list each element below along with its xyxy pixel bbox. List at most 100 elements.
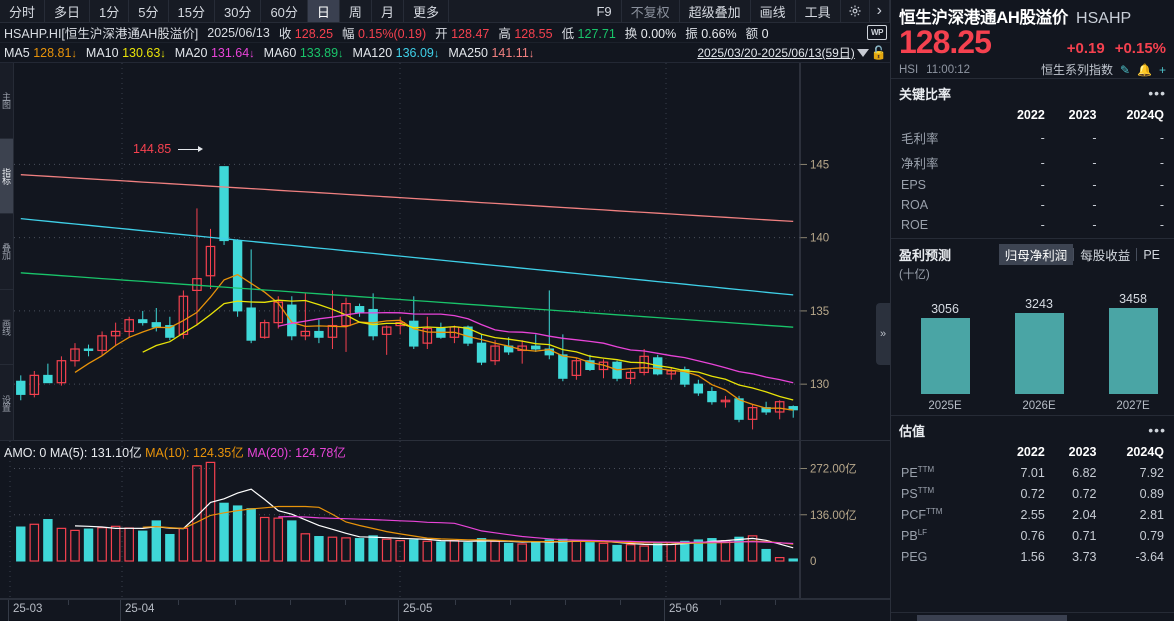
valuation-more-button[interactable]: ••• bbox=[1148, 422, 1166, 439]
period-tab-6[interactable]: 60分 bbox=[261, 0, 308, 22]
bell-icon[interactable]: 🔔 bbox=[1137, 62, 1152, 77]
collapse-panel-handle[interactable]: » bbox=[876, 303, 890, 365]
forecast-category-0: 2025E bbox=[928, 400, 962, 412]
key-ratios-cell-2-1: - bbox=[1092, 178, 1097, 192]
valuation-table: 2022 2023 2024Q PETTM 7.01 6.82 7.92 PSTTM 0.72 0… bbox=[899, 443, 1166, 567]
key-ratios-cell-1-0: - bbox=[1040, 155, 1045, 170]
volume-chart-panel[interactable]: AMO: 0 MA(5): 131.10亿 MA(10): 124.35亿 MA… bbox=[0, 441, 890, 599]
candlestick-plot: 130 135 140 145 bbox=[9, 63, 829, 440]
x-tick-1 bbox=[120, 600, 121, 621]
plus-icon[interactable]: + bbox=[1158, 62, 1166, 77]
gear-icon[interactable] bbox=[841, 0, 870, 22]
forecast-bar-2 bbox=[1109, 308, 1158, 394]
svg-text:140: 140 bbox=[810, 233, 829, 245]
key-ratios-table: 2022 2023 2024Q 毛利率 - - - 净利率 - - - EPS - - - ROA - - - ROE… bbox=[899, 106, 1166, 235]
volume-amo: AMO: 0 bbox=[4, 446, 47, 460]
x-axis-label-3: 25-06 bbox=[669, 603, 699, 615]
security-header: 恒生沪深港通AH股溢价 HSAHP 128.25 +0.19 +0.15% HS… bbox=[891, 0, 1174, 78]
key-ratios-row-label-1: 净利率 bbox=[901, 157, 939, 171]
wp-badge[interactable]: WP bbox=[867, 25, 887, 40]
period-tab-2[interactable]: 1分 bbox=[90, 0, 130, 22]
high-annotation-arrowhead bbox=[198, 146, 203, 152]
valuation-cell-0-0: 7.01 bbox=[1020, 465, 1045, 480]
x-axis: 25-03 25-04 25-05 25-06 bbox=[0, 599, 890, 621]
forecast-bar-1 bbox=[1015, 313, 1064, 394]
price-change-pct: +0.15% bbox=[1114, 40, 1166, 57]
table-row: PEG 1.56 3.73 -3.64 bbox=[899, 547, 1166, 567]
volume-ma10: MA(10): 124.35亿 bbox=[145, 446, 244, 460]
profit-forecast-tab-2[interactable]: PE bbox=[1143, 247, 1160, 262]
expand-toolbar-button[interactable]: › bbox=[870, 0, 890, 22]
key-ratios-cell-1-2: - bbox=[1159, 155, 1164, 170]
key-ratios-row-label-0: 毛利率 bbox=[901, 132, 939, 146]
chevron-down-icon[interactable] bbox=[856, 48, 869, 57]
period-tab-0[interactable]: 分时 bbox=[0, 0, 46, 22]
period-tab-8[interactable]: 周 bbox=[340, 0, 372, 22]
pencil-icon[interactable]: ✎ bbox=[1119, 62, 1131, 77]
valuation-cell-3-0: 0.76 bbox=[1020, 529, 1045, 544]
quote-field-2: 开 128.47 bbox=[435, 27, 490, 41]
sidebar-bottom-scrollbar[interactable] bbox=[891, 612, 1174, 621]
date-range-selector[interactable]: 2025/03/20-2025/06/13(59日) 🔓 bbox=[697, 44, 890, 61]
period-tab-10[interactable]: 更多 bbox=[404, 0, 449, 22]
valuation-col-label bbox=[899, 443, 995, 462]
key-ratios-cell-0-1: - bbox=[1092, 130, 1097, 145]
quote-field-7: 额 0 bbox=[745, 27, 769, 41]
profit-forecast-tab-0[interactable]: 归母净利润 bbox=[998, 244, 1074, 265]
toolbar-item-1[interactable]: 不复权 bbox=[622, 0, 680, 22]
x-tick-2 bbox=[398, 600, 399, 621]
lock-icon[interactable]: 🔓 bbox=[870, 44, 887, 60]
toolbar-item-3[interactable]: 画线 bbox=[751, 0, 796, 22]
svg-text:0: 0 bbox=[810, 556, 816, 568]
volume-ma20: MA(20): 124.78亿 bbox=[247, 446, 346, 460]
profit-forecast-tab-1[interactable]: 每股收益 bbox=[1080, 249, 1131, 263]
toolbar-item-2[interactable]: 超级叠加 bbox=[680, 0, 751, 22]
chart-tab-3[interactable]: 画线 bbox=[0, 290, 13, 366]
toolbar-item-0[interactable]: F9 bbox=[587, 0, 622, 22]
x-minor-tick-4 bbox=[345, 600, 346, 605]
key-ratios-col-0: 2022 bbox=[1016, 108, 1045, 122]
chart-side-tabs: 主图 指标 叠加 画线 设置 bbox=[0, 63, 14, 441]
valuation-cell-3-1: 0.71 bbox=[1072, 529, 1097, 544]
key-ratios-cell-0-2: - bbox=[1159, 130, 1164, 145]
chart-tab-1[interactable]: 指标 bbox=[0, 138, 13, 215]
chart-tab-4[interactable]: 设置 bbox=[0, 365, 13, 441]
date-range-label[interactable]: 2025/03/20-2025/06/13(59日) bbox=[697, 46, 855, 60]
table-row: ROE - - - bbox=[899, 215, 1166, 235]
moving-average-bar: MA5 128.81↓ MA10 130.63↓ MA20 131.64↓ MA60 … bbox=[0, 43, 890, 63]
valuation-cell-0-1: 6.82 bbox=[1072, 465, 1097, 480]
period-tab-3[interactable]: 5分 bbox=[129, 0, 169, 22]
quote-date: 2025/06/13 bbox=[207, 25, 270, 40]
period-tab-7[interactable]: 日 bbox=[307, 0, 340, 22]
high-annotation-arrow bbox=[178, 149, 200, 150]
table-row: ROA - - - bbox=[899, 195, 1166, 215]
profit-forecast-chart: 3056 2025E 3243 2026E 3458 2027E bbox=[899, 284, 1166, 412]
forecast-value-0: 3056 bbox=[931, 302, 959, 316]
forecast-bar-0 bbox=[921, 318, 970, 394]
valuation-cell-2-1: 2.04 bbox=[1072, 507, 1097, 522]
quote-field-6: 振 0.66% bbox=[685, 27, 737, 41]
period-tab-5[interactable]: 30分 bbox=[215, 0, 262, 22]
key-ratios-cell-4-2: - bbox=[1159, 218, 1164, 232]
profit-forecast-title: 盈利预测 bbox=[899, 248, 952, 263]
period-tab-9[interactable]: 月 bbox=[372, 0, 404, 22]
volume-header: AMO: 0 MA(5): 131.10亿 MA(10): 124.35亿 MA… bbox=[4, 442, 346, 461]
chart-tab-0[interactable]: 主图 bbox=[0, 63, 13, 139]
quote-field-4: 低 127.71 bbox=[561, 27, 616, 41]
valuation-cell-0-2: 7.92 bbox=[1139, 465, 1164, 480]
scrollbar-thumb[interactable] bbox=[917, 615, 1067, 621]
toolbar-item-4[interactable]: 工具 bbox=[796, 0, 841, 22]
ma-indicator-ma5: MA5 128.81↓ bbox=[4, 45, 77, 60]
period-tab-1[interactable]: 多日 bbox=[45, 0, 91, 22]
series-label: 恒生系列指数 bbox=[1040, 63, 1113, 77]
market-code: HSI bbox=[899, 63, 919, 76]
chart-tab-2[interactable]: 叠加 bbox=[0, 214, 13, 290]
key-ratios-more-button[interactable]: ••• bbox=[1148, 85, 1166, 102]
valuation-row-label-3: PBLF bbox=[901, 528, 928, 544]
x-tick-3 bbox=[664, 600, 665, 621]
period-tab-4[interactable]: 15分 bbox=[169, 0, 215, 22]
key-ratios-row-label-2: EPS bbox=[901, 178, 927, 192]
x-minor-tick-10 bbox=[775, 600, 776, 605]
